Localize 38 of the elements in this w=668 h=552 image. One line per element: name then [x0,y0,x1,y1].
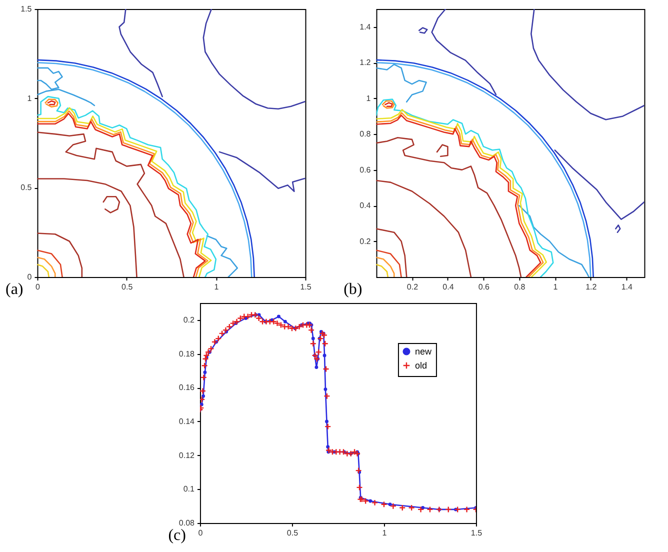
y-tick-label: 0.2 [360,236,372,246]
x-tick-label: 1 [382,528,388,538]
y-tick-label: 0.16 [178,383,196,392]
x-tick-label: 0 [36,282,41,292]
y-tick-label: 0.4 [360,201,372,210]
text: (c) [168,527,186,544]
y-tick-label: 1.5 [20,4,32,14]
y-tick-label: 1.4 [360,22,372,32]
y-tick-label: 0.8 [360,130,372,139]
y-tick-label: 0.14 [178,416,196,426]
y-tick-label: 0.2 [183,315,196,324]
text: (b) [344,281,362,298]
x-tick-label: 0.5 [122,282,134,292]
y-tick-label: 0.12 [178,450,196,460]
x-tick-label: 0.8 [514,282,526,292]
y-tick-label: 1 [27,94,32,103]
legend-label: new [414,346,432,356]
x-tick-label: 0.2 [406,282,419,292]
y-tick-label: 0 [27,272,32,282]
y-tick-label: 0.1 [183,484,196,494]
x-tick-label: 0 [198,528,204,538]
x-tick-label: 1.4 [621,282,633,292]
x-tick-label: 1.5 [300,282,312,292]
x-tick-label: 1.2 [586,282,598,292]
x-tick-label: 1.5 [470,528,483,538]
x-tick-label: 1 [553,282,558,292]
legend-label: old [414,360,427,370]
y-tick-label: 1 [366,94,372,103]
x-tick-label: 0.6 [478,282,490,292]
y-tick-label: 0.5 [20,183,32,192]
x-tick-label: 0.4 [442,282,454,292]
y-tick-label: 0.18 [178,349,196,358]
y-tick-label: 0.6 [360,165,372,174]
x-tick-label: 0.5 [286,528,299,538]
y-tick-label: 1.2 [360,58,372,68]
text: (a) [5,281,24,298]
x-tick-label: 1 [214,282,220,292]
y-tick-label: 0.08 [178,518,196,528]
